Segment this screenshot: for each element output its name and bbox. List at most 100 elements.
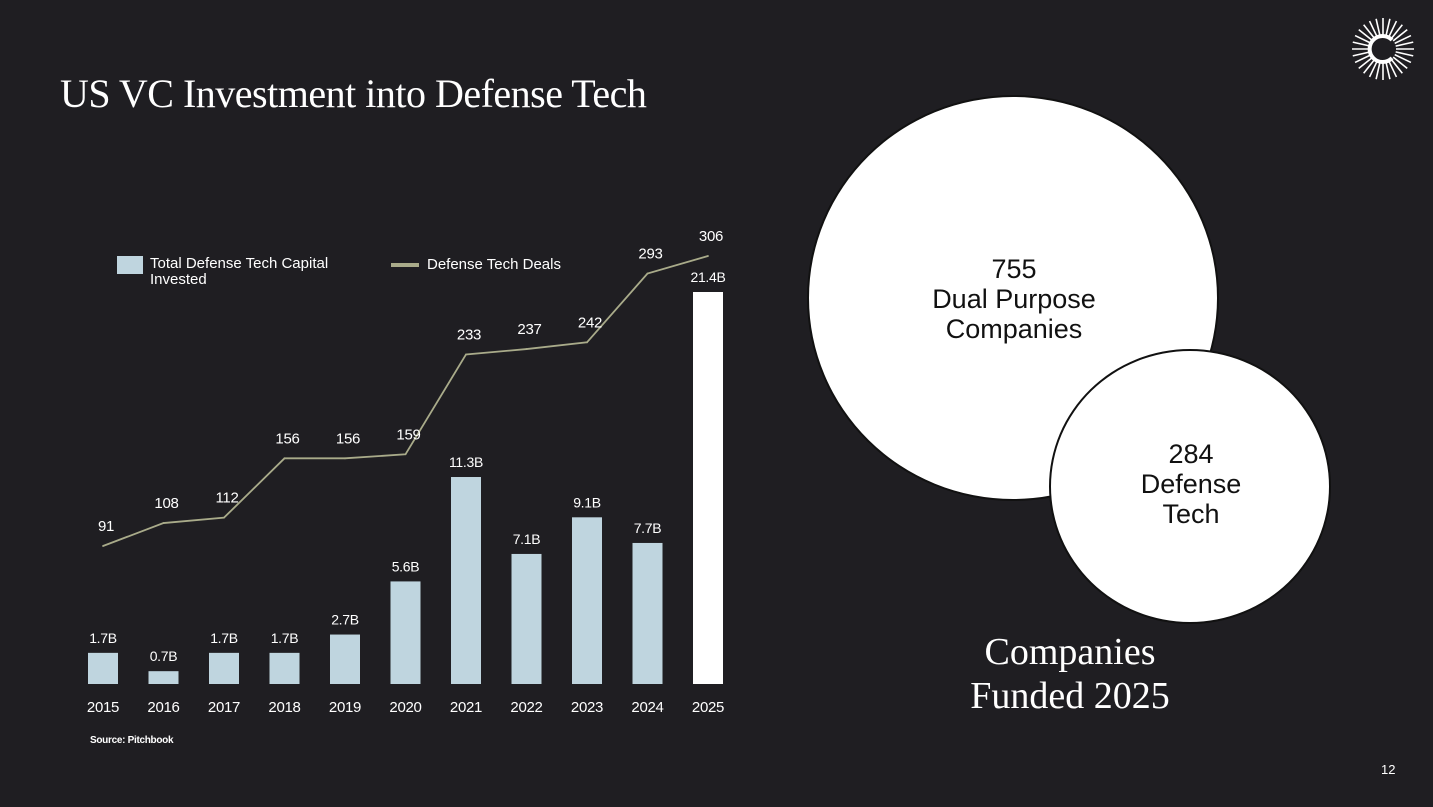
- logo-ray: [1387, 20, 1398, 38]
- deals-point: [283, 457, 286, 460]
- bar-2022: [511, 553, 542, 684]
- logo-ray: [1363, 24, 1376, 40]
- bar-value-label: 1.7B: [271, 630, 299, 646]
- defense-tech-bubble: [1049, 349, 1331, 624]
- logo-ray: [1358, 29, 1374, 42]
- legend-swatch-line: [391, 262, 419, 267]
- deals-value-label: 233: [457, 326, 481, 343]
- deals-value-label: 91: [98, 518, 114, 535]
- logo-ray: [1375, 61, 1381, 80]
- companies-funded-caption: Companies Funded 2025: [920, 630, 1220, 718]
- deals-point: [525, 348, 528, 350]
- logo-ray: [1395, 41, 1414, 47]
- defense-tech-text: 284 Defense Tech: [1090, 439, 1292, 529]
- deals-point: [223, 516, 225, 519]
- logo-ray: [1368, 20, 1379, 38]
- legend-label-bars: Total Defense Tech Capital Invested: [150, 255, 329, 288]
- logo-ray: [1392, 56, 1408, 69]
- bar-value-label: 9.1B: [573, 494, 601, 510]
- logo-ray: [1358, 56, 1374, 69]
- deals-value-label: 242: [578, 314, 602, 331]
- bar-2025: [693, 292, 723, 684]
- companies-caption-line-1: Companies: [984, 631, 1156, 673]
- bar-value-label: 7.7B: [634, 520, 662, 536]
- logo-ray: [1387, 60, 1398, 78]
- defense-tech-count: 284: [1168, 439, 1214, 469]
- x-tick-label: 2018: [268, 699, 300, 716]
- logo-ray: [1390, 24, 1403, 40]
- deals-value-label: 108: [154, 495, 178, 512]
- bar-value-label: 2.7B: [331, 612, 359, 628]
- bar-2021: [451, 477, 481, 684]
- legend-label-line: Defense Tech Deals: [427, 256, 561, 273]
- bar-value-label: 11.3B: [449, 454, 483, 470]
- bar-2023: [572, 517, 602, 684]
- sunburst-logo-icon: [1352, 18, 1414, 80]
- logo-ray: [1395, 51, 1414, 57]
- logo-ray: [1385, 61, 1391, 80]
- deals-value-label: 112: [215, 490, 238, 507]
- legend-swatch-bars: [117, 256, 143, 274]
- deals-value-label: 306: [699, 228, 723, 245]
- deals-point: [646, 272, 649, 275]
- logo-ray: [1375, 18, 1381, 37]
- x-tick-label: 2022: [510, 699, 542, 716]
- logo-ray: [1354, 53, 1372, 64]
- deals-value-label: 159: [396, 426, 420, 443]
- chart: 1.7B 2015 0.7B 2016 1.7B 2017 1.7B 2018 2.7B 2019…: [87, 228, 726, 716]
- defense-tech-label-2: Tech: [1162, 499, 1220, 529]
- legend-item-bars: Total Defense Tech Capital Invested: [117, 256, 355, 288]
- deals-line: [102, 255, 709, 547]
- x-tick-label: 2025: [692, 699, 724, 716]
- bar-value-label: 1.7B: [89, 630, 117, 646]
- dual-purpose-label-1: Dual Purpose: [932, 284, 1096, 314]
- x-tick-label: 2020: [389, 699, 421, 716]
- deals-point: [586, 341, 588, 344]
- bar-2018: [269, 652, 300, 684]
- bar-2024: [632, 542, 663, 684]
- source-note: Source: Pitchbook: [90, 735, 174, 746]
- dual-purpose-text: 755 Dual Purpose Companies: [900, 254, 1128, 344]
- logo-ray: [1354, 34, 1372, 45]
- deals-value-label: 237: [517, 321, 541, 338]
- logo-ray: [1385, 18, 1391, 37]
- x-tick-label: 2017: [208, 699, 240, 716]
- deals-point: [404, 453, 407, 456]
- deals-value-label: 156: [275, 430, 299, 447]
- logo-ray: [1394, 34, 1412, 45]
- page-number: 12: [1381, 762, 1396, 777]
- bar-2019: [330, 634, 360, 684]
- x-tick-label: 2023: [571, 699, 603, 716]
- bar-2015: [88, 652, 118, 684]
- logo-ray: [1394, 53, 1412, 64]
- logo-ray: [1352, 51, 1371, 57]
- bar-value-label: 5.6B: [392, 558, 420, 574]
- bar-value-label: 21.4B: [690, 269, 725, 285]
- bar-value-label: 0.7B: [150, 648, 178, 664]
- bar-2017: [209, 652, 239, 684]
- defense-tech-label-1: Defense: [1140, 469, 1242, 499]
- x-tick-label: 2024: [631, 699, 663, 716]
- bar-value-label: 7.1B: [513, 531, 541, 547]
- x-tick-label: 2019: [329, 699, 361, 716]
- deals-value-label: 293: [638, 246, 662, 263]
- logo-ray: [1392, 29, 1408, 42]
- x-tick-label: 2021: [450, 699, 482, 716]
- page-title: US VC Investment into Defense Tech: [60, 71, 647, 116]
- companies-caption-line-2: Funded 2025: [970, 675, 1170, 717]
- deals-point: [465, 353, 467, 356]
- dual-purpose-label-2: Companies: [945, 314, 1083, 344]
- deals-point: [102, 545, 104, 547]
- logo-c-arc: [1367, 34, 1394, 64]
- deals-point: [344, 457, 346, 460]
- dual-purpose-count: 755: [991, 254, 1037, 284]
- deals-point: [707, 255, 709, 257]
- deals-value-label: 156: [336, 430, 360, 447]
- legend-item-line: Defense Tech Deals: [391, 256, 561, 273]
- logo-ray: [1368, 60, 1379, 78]
- logo-ray: [1390, 58, 1403, 74]
- x-tick-label: 2016: [147, 699, 179, 716]
- deals-point: [162, 522, 165, 524]
- logo-ray: [1352, 41, 1371, 47]
